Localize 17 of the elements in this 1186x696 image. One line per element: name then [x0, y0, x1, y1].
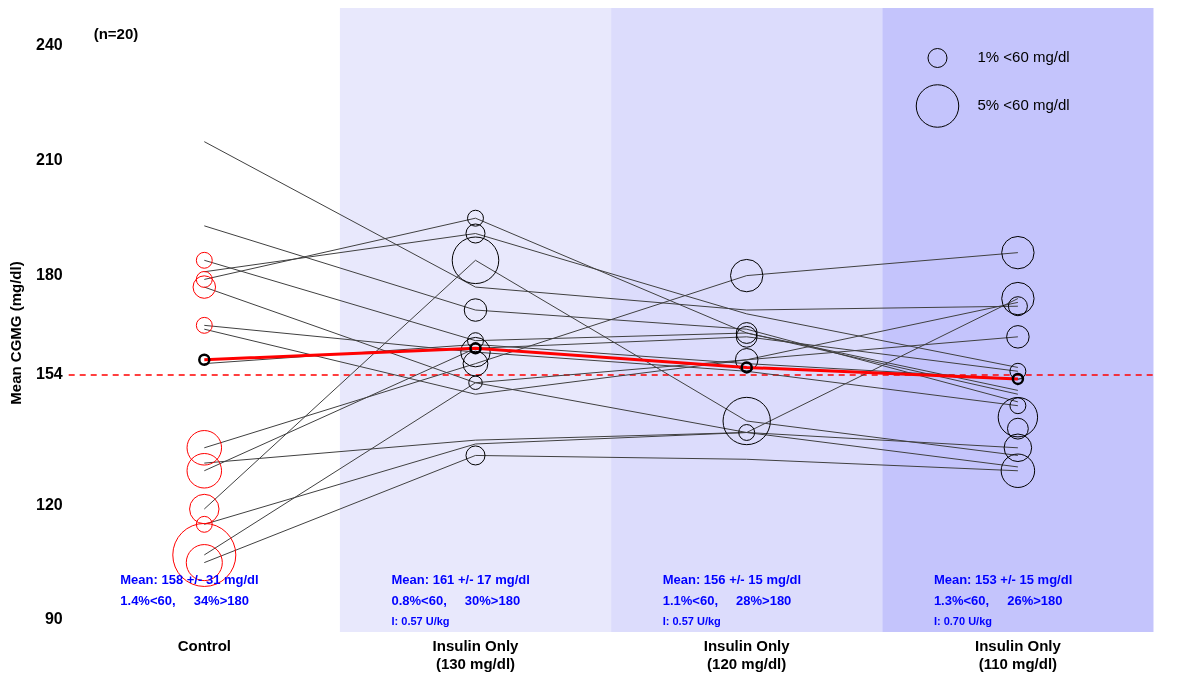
y-tick-label: 154 [35, 365, 63, 383]
x-tick-label: Control [177, 637, 231, 655]
x-tick-label: Insulin Only (120 mg/dl) [703, 637, 791, 673]
y-tick-label: 120 [35, 495, 63, 513]
annotation: Mean: 161 +/- 17 mg/dl 0.8%<60, 30%>180 I: 0.57 U/kg [391, 571, 530, 628]
legend-label: 5% <60 mg/dl [977, 96, 1070, 114]
y-tick-label: 210 [35, 151, 63, 169]
x-tick-label: Insulin Only (130 mg/dl) [432, 637, 520, 673]
y-tick-label: 90 [44, 610, 63, 628]
text: (n=20) [93, 25, 139, 43]
annotation: Mean: 156 +/- 15 mg/dl 1.1%<60, 28%>180 I: 0.57 U/kg [662, 571, 802, 628]
y-axis-title: Mean CGMG (mg/dl) [7, 261, 25, 405]
y-tick-label: 240 [35, 36, 63, 54]
legend-label: 1% <60 mg/dl [977, 48, 1070, 66]
x-tick-label: Insulin Only (110 mg/dl) [974, 637, 1062, 673]
y-tick-label: 180 [35, 266, 63, 284]
annotation: Mean: 153 +/- 15 mg/dl 1.3%<60, 26%>180 I: 0.70 U/kg [933, 571, 1073, 628]
